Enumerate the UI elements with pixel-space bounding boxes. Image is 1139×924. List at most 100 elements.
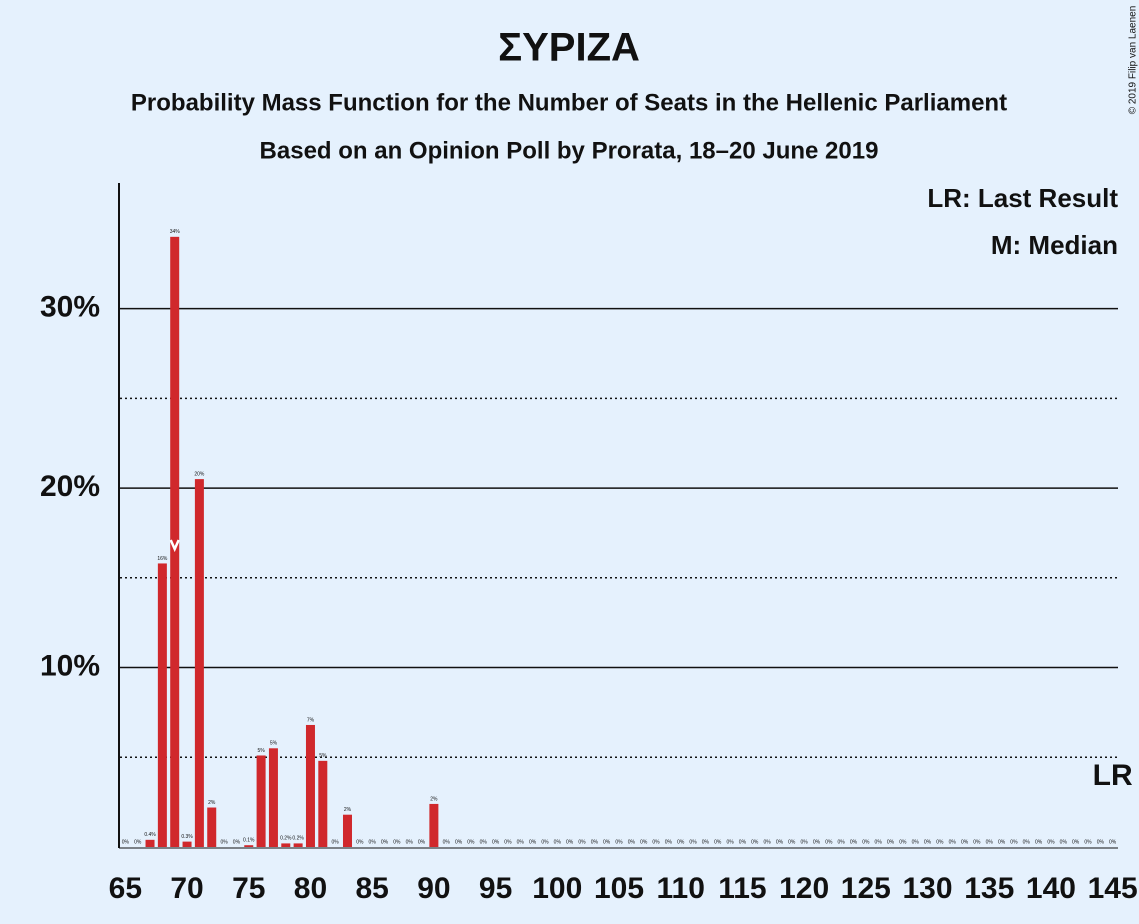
x-tick-label: 75	[232, 872, 265, 905]
legend-entry: M: Median	[991, 230, 1118, 260]
x-tick-label: 115	[718, 872, 766, 905]
bar	[281, 843, 291, 847]
value-label: 0%	[961, 839, 969, 845]
value-label: 0%	[677, 839, 685, 845]
bar	[145, 839, 155, 847]
value-label: 0%	[1084, 839, 1092, 845]
value-label: 20%	[194, 471, 205, 477]
value-label: 0%	[467, 839, 475, 845]
value-label: 0%	[480, 839, 488, 845]
value-label: 0%	[517, 839, 525, 845]
copyright: © 2019 Filip van Laenen	[1128, 6, 1139, 115]
bar	[293, 843, 303, 847]
value-label: 0.2%	[280, 836, 292, 842]
bar	[318, 760, 328, 847]
legend-entry: LR: Last Result	[927, 183, 1118, 213]
value-label: 0%	[541, 839, 549, 845]
value-label: 0%	[591, 839, 599, 845]
value-label: 0%	[554, 839, 562, 845]
value-label: 0%	[1072, 839, 1080, 845]
y-tick-label: 10%	[40, 649, 100, 682]
value-label: 0%	[899, 839, 907, 845]
value-label: 7%	[307, 717, 315, 723]
x-tick-label: 135	[964, 872, 1014, 905]
value-label: 0%	[652, 839, 660, 845]
bar	[305, 724, 315, 847]
value-label: 0%	[1109, 839, 1117, 845]
bar	[194, 479, 204, 847]
value-label: 0%	[1010, 839, 1018, 845]
bar	[244, 845, 254, 847]
y-tick-label: 20%	[40, 470, 100, 503]
value-label: 0%	[813, 839, 821, 845]
value-label: 0%	[504, 839, 512, 845]
value-label: 0%	[1060, 839, 1068, 845]
x-tick-label: 120	[779, 872, 829, 905]
value-label: 0.3%	[181, 834, 193, 840]
value-label: 0%	[998, 839, 1006, 845]
chart-subtitle: Probability Mass Function for the Number…	[131, 89, 1007, 116]
bar	[182, 841, 192, 847]
value-label: 0.4%	[144, 832, 156, 838]
x-tick-label: 85	[355, 872, 388, 905]
x-tick-label: 140	[1026, 872, 1076, 905]
last-result-marker: LR	[1093, 759, 1133, 792]
value-label: 0%	[492, 839, 500, 845]
value-label: 2%	[208, 800, 216, 806]
value-label: 0%	[356, 839, 364, 845]
value-label: 0.1%	[243, 838, 255, 844]
x-tick-label: 105	[594, 872, 644, 905]
x-tick-label: 90	[417, 872, 450, 905]
value-label: 0%	[739, 839, 747, 845]
value-label: 0%	[912, 839, 920, 845]
x-tick-label: 110	[657, 872, 705, 905]
value-label: 0%	[751, 839, 759, 845]
value-label: 5%	[270, 741, 278, 747]
value-label: 16%	[157, 556, 168, 562]
value-label: 0%	[986, 839, 994, 845]
value-label: 0%	[122, 839, 130, 845]
x-tick-label: 65	[109, 872, 142, 905]
value-label: 0%	[825, 839, 833, 845]
value-label: 0%	[332, 839, 340, 845]
value-label: 0%	[714, 839, 722, 845]
value-label: 0%	[887, 839, 895, 845]
value-label: 5%	[319, 753, 327, 759]
value-label: 0%	[529, 839, 537, 845]
value-label: 0%	[924, 839, 932, 845]
x-tick-label: 130	[903, 872, 953, 905]
x-tick-label: 95	[479, 872, 512, 905]
value-label: 0%	[393, 839, 401, 845]
value-label: 0%	[233, 839, 241, 845]
value-label: 0%	[875, 839, 883, 845]
value-label: 0%	[578, 839, 586, 845]
value-label: 0.2%	[292, 836, 304, 842]
value-label: 0%	[973, 839, 981, 845]
x-tick-label: 80	[294, 872, 327, 905]
value-label: 0%	[949, 839, 957, 845]
chart-subtitle: Based on an Opinion Poll by Prorata, 18–…	[260, 137, 879, 164]
x-tick-label: 100	[532, 872, 582, 905]
value-label: 0%	[801, 839, 809, 845]
value-label: 2%	[344, 807, 352, 813]
value-label: 0%	[862, 839, 870, 845]
value-label: 0%	[850, 839, 858, 845]
value-label: 0%	[936, 839, 944, 845]
value-label: 0%	[566, 839, 574, 845]
value-label: 0%	[689, 839, 697, 845]
bar	[342, 814, 352, 847]
value-label: 0%	[1047, 839, 1055, 845]
value-label: 0%	[455, 839, 463, 845]
bar	[170, 236, 180, 848]
y-tick-label: 30%	[40, 291, 100, 324]
value-label: 0%	[134, 839, 142, 845]
value-label: 0%	[702, 839, 710, 845]
value-label: 0%	[406, 839, 414, 845]
x-tick-label: 145	[1088, 872, 1138, 905]
value-label: 2%	[430, 796, 438, 802]
value-label: 0%	[628, 839, 636, 845]
median-marker	[169, 539, 180, 553]
value-label: 5%	[257, 748, 265, 754]
value-label: 0%	[763, 839, 771, 845]
